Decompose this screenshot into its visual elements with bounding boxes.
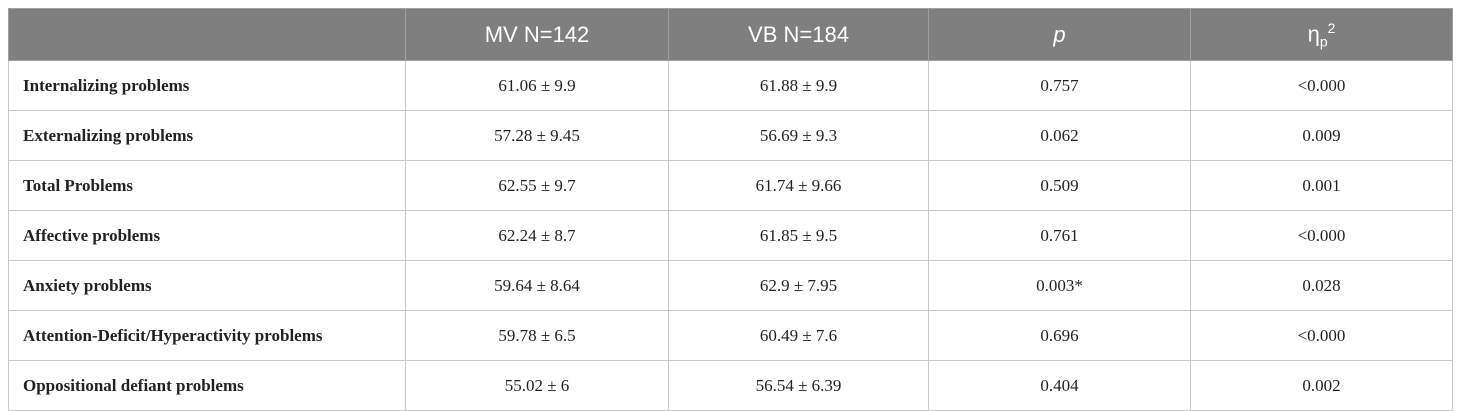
- table-cell: 57.28 ± 9.45: [405, 110, 669, 161]
- table-cell: 62.24 ± 8.7: [405, 210, 669, 261]
- header-cell: MV N=142: [405, 8, 669, 61]
- table-cell: 0.003*: [928, 260, 1191, 311]
- table-cell: 0.404: [928, 360, 1191, 411]
- row-label: Total Problems: [8, 160, 406, 211]
- table-body: Internalizing problems 61.06 ± 9.9 61.88 ±…: [8, 60, 1453, 411]
- table-cell: 0.757: [928, 60, 1191, 111]
- table-row: Total Problems 62.55 ± 9.7 61.74 ± 9.66 0.5…: [8, 160, 1453, 211]
- table-cell: 56.69 ± 9.3: [668, 110, 929, 161]
- table-row: Externalizing problems 57.28 ± 9.45 56.69 …: [8, 110, 1453, 161]
- table-row: Internalizing problems 61.06 ± 9.9 61.88 ±…: [8, 60, 1453, 111]
- row-label: Externalizing problems: [8, 110, 406, 161]
- table-cell: 0.002: [1190, 360, 1453, 411]
- row-label: Internalizing problems: [8, 60, 406, 111]
- eta-symbol: η: [1307, 20, 1320, 46]
- eta-superscript: 2: [1327, 19, 1336, 36]
- table-cell: 62.55 ± 9.7: [405, 160, 669, 211]
- row-label: Affective problems: [8, 210, 406, 261]
- table-cell: 0.028: [1190, 260, 1453, 311]
- header-cell: p: [928, 8, 1191, 61]
- table-cell: 0.761: [928, 210, 1191, 261]
- table-cell: 0.009: [1190, 110, 1453, 161]
- header-cell: ηp2: [1190, 8, 1453, 61]
- table-cell: 60.49 ± 7.6: [668, 310, 929, 361]
- table-cell: <0.000: [1190, 310, 1453, 361]
- table-row: Affective problems 62.24 ± 8.7 61.85 ± 9.5…: [8, 210, 1453, 261]
- results-table: MV N=142 VB N=184 p ηp2 Internalizing pr…: [8, 8, 1453, 411]
- eta-subscript: p: [1319, 33, 1328, 50]
- header-row: MV N=142 VB N=184 p ηp2: [8, 8, 1453, 61]
- row-label: Anxiety problems: [8, 260, 406, 311]
- table-cell: 59.64 ± 8.64: [405, 260, 669, 311]
- table-cell: 55.02 ± 6: [405, 360, 669, 411]
- table-cell: 0.509: [928, 160, 1191, 211]
- table-row: Anxiety problems 59.64 ± 8.64 62.9 ± 7.95 0…: [8, 260, 1453, 311]
- table-cell: <0.000: [1190, 60, 1453, 111]
- row-label: Attention-Deficit/Hyperactivity problems: [8, 310, 406, 361]
- table-cell: 0.001: [1190, 160, 1453, 211]
- table-cell: 56.54 ± 6.39: [668, 360, 929, 411]
- table-cell: 59.78 ± 6.5: [405, 310, 669, 361]
- table-cell: 62.9 ± 7.95: [668, 260, 929, 311]
- header-cell: [8, 8, 406, 61]
- table-header: MV N=142 VB N=184 p ηp2: [8, 8, 1453, 61]
- table-cell: 61.06 ± 9.9: [405, 60, 669, 111]
- row-label: Oppositional defiant problems: [8, 360, 406, 411]
- table-cell: <0.000: [1190, 210, 1453, 261]
- table-row: Attention-Deficit/Hyperactivity problems…: [8, 310, 1453, 361]
- table-cell: 61.74 ± 9.66: [668, 160, 929, 211]
- header-text: p: [1053, 21, 1066, 47]
- table-row: Oppositional defiant problems 55.02 ± 6 56…: [8, 360, 1453, 411]
- table-cell: 61.85 ± 9.5: [668, 210, 929, 261]
- table-cell: 0.062: [928, 110, 1191, 161]
- header-cell: VB N=184: [668, 8, 929, 61]
- table-cell: 61.88 ± 9.9: [668, 60, 929, 111]
- table-cell: 0.696: [928, 310, 1191, 361]
